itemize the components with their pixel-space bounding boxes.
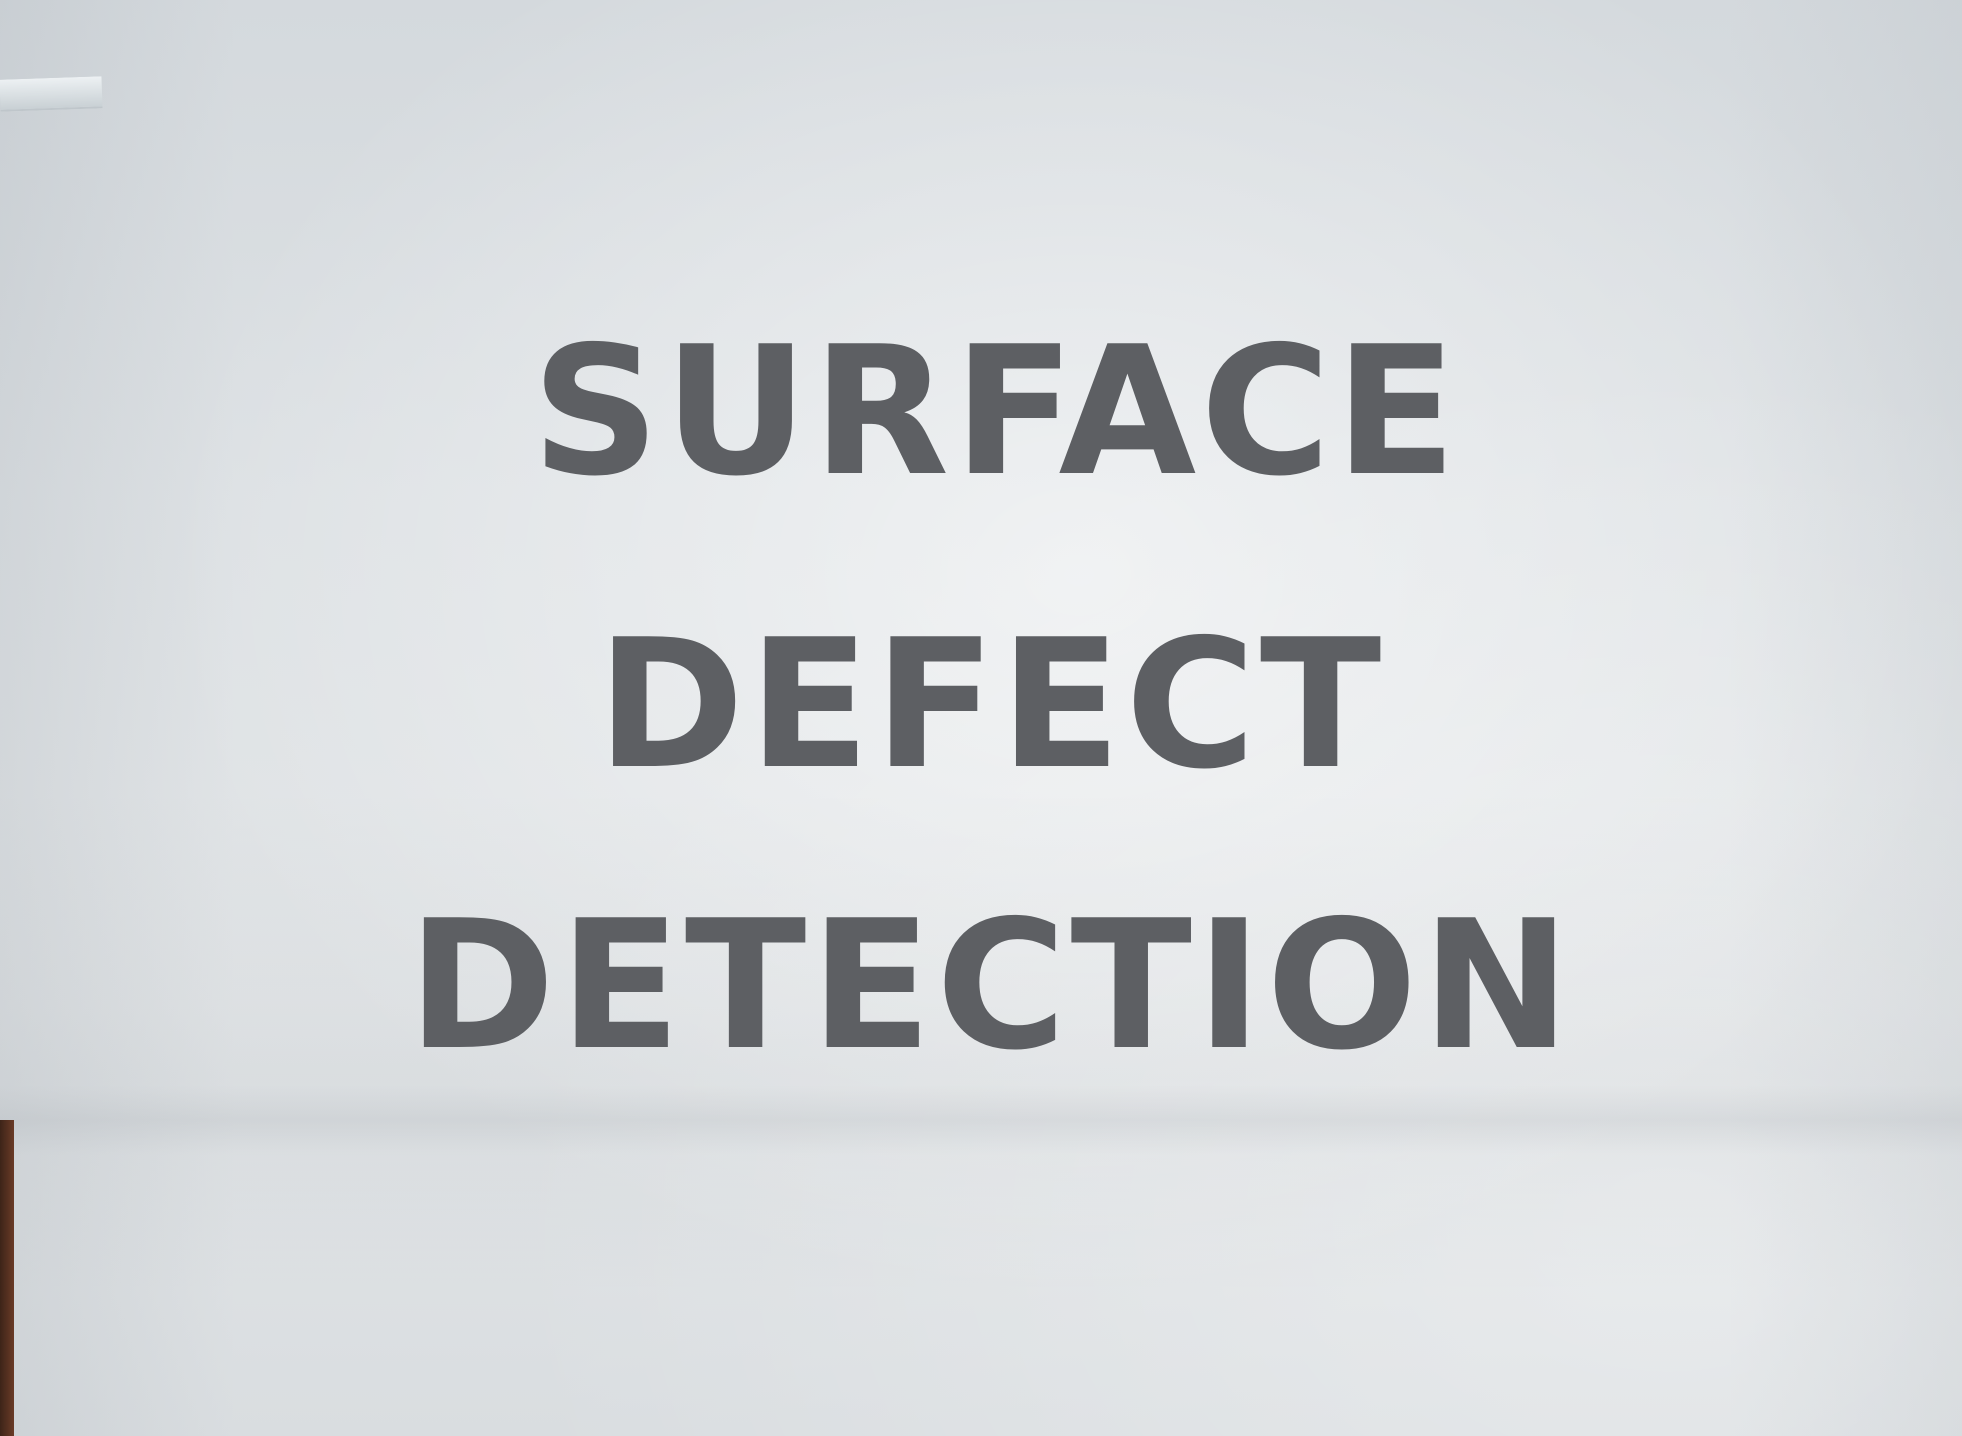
sign-line-defect: DEFECT [596,601,1386,808]
wall-edge [0,1120,14,1436]
sign-line-detection: DETECTION [407,882,1575,1089]
tape-strip [0,76,103,112]
paper-fold-shadow [0,1085,1962,1155]
sign-line-surface: SURFACE [531,308,1461,515]
